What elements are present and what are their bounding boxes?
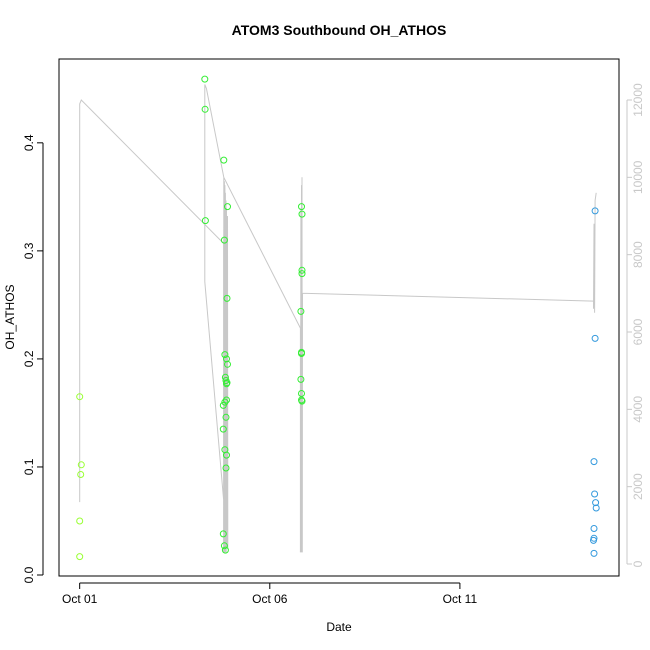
data-point <box>298 350 305 357</box>
data-point <box>222 413 230 421</box>
y-tick-label: 0.3 <box>22 242 36 259</box>
altitude-line <box>79 84 597 553</box>
y-axis: 0.0 0.1 0.2 0.3 0.4 <box>22 134 44 583</box>
y2-tick-label: 2000 <box>631 473 645 500</box>
data-point <box>297 375 305 383</box>
data-point <box>591 490 599 498</box>
data-point <box>201 217 209 225</box>
data-point <box>219 425 227 433</box>
x-axis-label: Date <box>326 620 352 634</box>
data-point <box>221 398 229 406</box>
x-tick-label: Oct 01 <box>62 592 98 606</box>
data-point <box>223 294 231 302</box>
data-point <box>76 517 84 525</box>
data-points <box>76 75 600 561</box>
data-point <box>223 396 230 404</box>
data-point <box>77 471 85 478</box>
x-tick-label: Oct 06 <box>252 592 288 606</box>
data-point <box>591 207 599 215</box>
data-point <box>297 307 305 315</box>
y-tick-label: 0.0 <box>22 566 36 583</box>
altitude-line-path <box>79 84 597 553</box>
y2-tick-label: 8000 <box>631 241 645 268</box>
data-point <box>223 451 230 459</box>
y2-tick-label: 10000 <box>631 160 645 194</box>
chart-title: ATOM3 Southbound OH_ATHOS <box>232 22 447 38</box>
data-point <box>590 458 598 466</box>
data-point <box>591 334 599 342</box>
data-point <box>223 379 231 387</box>
data-point <box>298 270 306 278</box>
data-point <box>298 397 306 405</box>
data-point <box>298 203 305 211</box>
data-point <box>221 351 229 359</box>
data-point <box>224 360 231 368</box>
data-point <box>590 525 598 532</box>
y-tick-label: 0.4 <box>22 134 36 151</box>
data-point <box>219 530 227 538</box>
plot-frame <box>58 58 620 577</box>
data-point <box>219 401 227 409</box>
data-point <box>298 266 306 274</box>
data-point <box>590 549 598 557</box>
data-point <box>220 542 228 550</box>
data-point <box>220 156 228 164</box>
data-point <box>76 553 84 561</box>
data-point <box>76 393 84 401</box>
data-point <box>221 546 229 554</box>
data-point <box>201 105 209 113</box>
y-tick-label: 0.1 <box>22 458 36 475</box>
y-axis-label: OH_ATHOS <box>3 284 17 349</box>
data-point <box>222 464 230 472</box>
y2-tick-label: 4000 <box>631 396 645 423</box>
data-point <box>77 461 85 469</box>
y-tick-label: 0.2 <box>22 350 36 367</box>
data-point <box>220 236 228 244</box>
x-axis: Oct 01 Oct 06 Oct 11 <box>62 582 478 606</box>
data-point <box>224 203 231 211</box>
data-point <box>592 499 600 507</box>
data-point <box>298 210 306 218</box>
secondary-y-axis: 0 2000 4000 6000 8000 10000 12000 <box>626 83 645 567</box>
y2-tick-label: 12000 <box>631 83 645 117</box>
data-point <box>592 504 600 512</box>
data-point <box>590 536 597 544</box>
x-tick-label: Oct 11 <box>443 592 478 606</box>
data-point <box>201 75 209 83</box>
y2-tick-label: 6000 <box>631 318 645 345</box>
y2-tick-label: 0 <box>631 560 645 567</box>
